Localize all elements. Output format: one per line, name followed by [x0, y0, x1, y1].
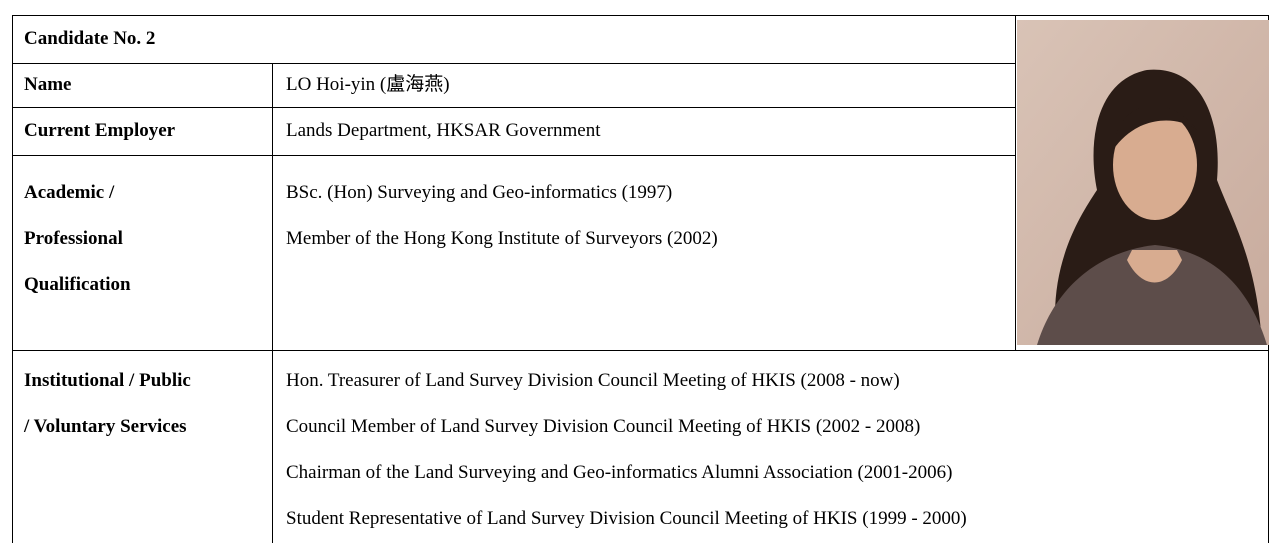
row-text: Chairman of the Land Surveying and Geo-i…: [286, 462, 952, 484]
border: [12, 15, 1269, 16]
row-label: Current Employer: [24, 120, 175, 142]
border: [12, 107, 1015, 108]
border: [1015, 15, 1016, 350]
candidate-photo: [1017, 20, 1269, 345]
row-text: LO Hoi-yin (盧海燕): [286, 74, 450, 96]
row-text: Hon. Treasurer of Land Survey Division C…: [286, 370, 900, 392]
row-label: Institutional / Public: [24, 370, 191, 392]
row-text: Member of the Hong Kong Institute of Sur…: [286, 228, 718, 250]
row-label: Name: [24, 74, 71, 96]
border: [272, 107, 273, 155]
row-label: / Voluntary Services: [24, 416, 187, 438]
border: [12, 63, 1015, 64]
border: [272, 155, 273, 350]
row-text: Student Representative of Land Survey Di…: [286, 508, 967, 530]
border: [1015, 350, 1269, 351]
row-label: Academic /: [24, 182, 114, 204]
row-text: BSc. (Hon) Surveying and Geo-informatics…: [286, 182, 672, 204]
candidate-title: Candidate No. 2: [24, 28, 155, 50]
row-label: Professional: [24, 228, 123, 250]
row-label: Qualification: [24, 274, 131, 296]
page: Candidate No. 2 Name LO Hoi-yin (盧海燕) Curre…: [0, 0, 1269, 543]
border: [272, 350, 273, 543]
border: [12, 15, 13, 543]
row-text: Lands Department, HKSAR Government: [286, 120, 601, 142]
row-text: Council Member of Land Survey Division C…: [286, 416, 920, 438]
border: [272, 63, 273, 107]
border: [12, 155, 1015, 156]
